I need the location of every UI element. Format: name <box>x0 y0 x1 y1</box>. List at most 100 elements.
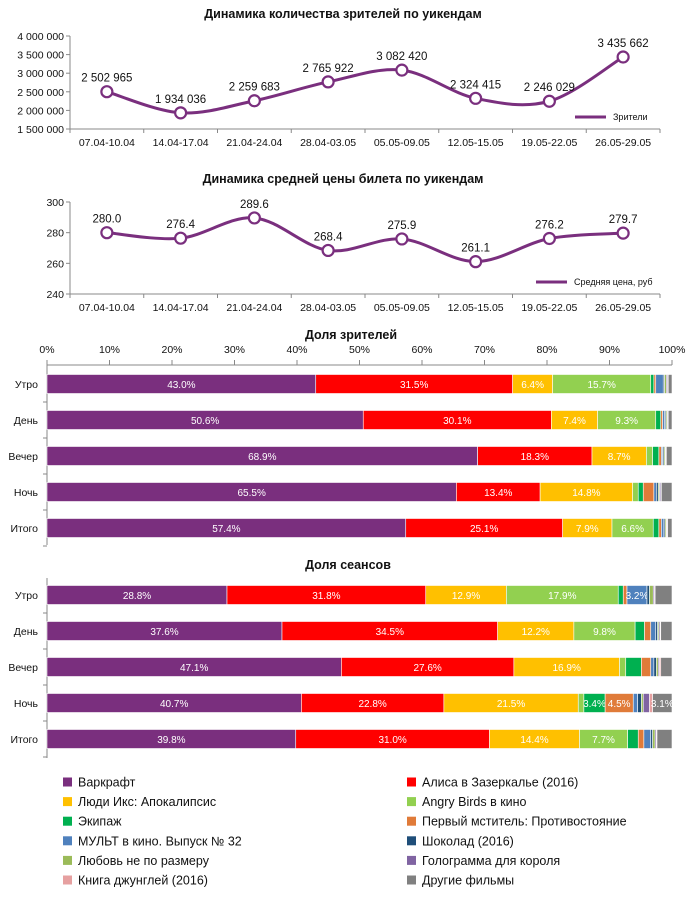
c3-segment-label: 15.7% <box>588 380 616 391</box>
c4-bar-segment <box>650 621 657 641</box>
c2-series-line <box>106 216 624 264</box>
legend-swatch <box>407 797 416 807</box>
c3-segment-label: 8.7% <box>608 452 631 463</box>
c1-data-label: 2 502 965 <box>81 73 132 85</box>
c1-x-tick-label: 21.04-24.04 <box>226 137 282 149</box>
c3-bar-segment <box>642 482 655 502</box>
c3-bar-segment <box>650 374 655 394</box>
c4-segment-label: 4.5% <box>608 699 631 710</box>
c3-x-tick-label: 60% <box>411 344 432 356</box>
legend-label: Шоколад (2016) <box>422 834 514 848</box>
c2-point <box>100 226 114 240</box>
c1-point <box>542 94 556 108</box>
c4-bar-segment <box>660 657 673 677</box>
legend-swatch <box>407 836 416 846</box>
c4-bar-segment <box>637 693 642 713</box>
c3-bar-segment <box>632 482 639 502</box>
c2-x-tick-label: 07.04-10.04 <box>79 302 135 314</box>
legend-label: Первый мститель: Противостояние <box>422 815 627 829</box>
c1-x-tick-label: 14.04-17.04 <box>153 137 209 149</box>
c1-y-tick-label: 4 000 000 <box>17 31 64 43</box>
c3-segment-label: 25.1% <box>470 524 498 535</box>
c3-segment-label: 6.6% <box>621 524 644 535</box>
c1-y-tick-label: 2 500 000 <box>17 87 64 99</box>
c1-point <box>174 106 188 120</box>
legend-label: Варкрафт <box>78 776 136 790</box>
c4-bar-segment <box>625 657 642 677</box>
price-legend-label: Средняя цена, руб <box>574 277 652 287</box>
c3-x-tick-label: 0% <box>39 344 54 356</box>
c4-row-label: Ночь <box>14 698 39 710</box>
c1-y-tick-label: 2 000 000 <box>17 105 64 117</box>
c1-x-tick-label: 19.05-22.05 <box>521 137 577 149</box>
c3-segment-label: 57.4% <box>212 524 240 535</box>
c4-row-label: Вечер <box>8 662 38 674</box>
c4-segment-label: 17.9% <box>548 591 576 602</box>
c4-segment-label: 21.5% <box>497 699 525 710</box>
c4-segment-label: 3.1% <box>651 699 674 710</box>
c3-x-tick-label: 90% <box>599 344 620 356</box>
c3-bar-segment <box>661 482 673 502</box>
c2-x-tick-label: 21.04-24.04 <box>226 302 282 314</box>
viewers-chart-title: Динамика количества зрителей по уикендам <box>204 7 481 21</box>
viewers-share-chart: Доля зрителей 0% 10% 20% 30% 40% 50% 60% 70% 80%… <box>8 328 685 547</box>
c3-segment-label: 31.5% <box>400 380 428 391</box>
c3-bar-segment <box>667 518 673 538</box>
c1-data-label: 2 259 683 <box>229 82 280 94</box>
c4-bar-segment <box>649 585 654 605</box>
c3-bar-segment <box>646 446 653 466</box>
c2-x-tick-label: 14.04-17.04 <box>153 302 209 314</box>
c4-segment-label: 12.2% <box>522 627 550 638</box>
c3-x-tick-label: 80% <box>536 344 557 356</box>
c2-x-tick-label: 05.05-09.05 <box>374 302 430 314</box>
c4-bar-segment <box>619 657 627 677</box>
c3-bar-segment <box>653 482 657 502</box>
viewers-legend-label: Зрители <box>613 112 647 122</box>
c1-data-label: 1 934 036 <box>155 94 206 106</box>
c4-segment-label: 27.6% <box>413 663 441 674</box>
sessions-share-chart: Доля сеансов 28.8% 31.8% 12.9% 17.9% 3.2% 37.… <box>8 558 674 758</box>
c1-point <box>616 50 630 64</box>
sessions-share-title: Доля сеансов <box>305 558 391 572</box>
c3-bar-segment <box>655 410 662 430</box>
c3-segment-label: 50.6% <box>191 416 219 427</box>
c2-data-label: 261.1 <box>461 243 490 255</box>
c3-segment-label: 7.4% <box>563 416 586 427</box>
c2-point <box>616 226 630 240</box>
c4-bar-segment <box>654 585 673 605</box>
c4-segment-label: 9.8% <box>593 627 616 638</box>
c3-x-tick-label: 70% <box>474 344 495 356</box>
c4-segment-label: 12.9% <box>452 591 480 602</box>
c1-data-label: 3 435 662 <box>598 38 649 50</box>
viewers-share-title: Доля зрителей <box>305 328 397 342</box>
c2-y-tick-label: 260 <box>46 258 64 270</box>
c3-bar-segment <box>637 482 644 502</box>
c2-data-label: 279.7 <box>609 214 638 226</box>
c4-bar-segment <box>652 693 673 713</box>
legend-swatch <box>407 855 416 865</box>
c2-data-label: 276.4 <box>166 219 195 231</box>
c3-x-tick-label: 40% <box>286 344 307 356</box>
legend-swatch <box>63 797 72 807</box>
c1-data-label: 2 246 029 <box>524 82 575 94</box>
c2-point <box>321 243 335 258</box>
c2-point <box>174 231 188 245</box>
c2-x-tick-label: 19.05-22.05 <box>521 302 577 314</box>
c4-bar-segment <box>637 729 645 749</box>
c4-bar-segment <box>650 657 655 677</box>
films-legend: Варкрафт Алиса в Зазеркалье (2016) Люди Ик… <box>63 776 627 888</box>
legend-label: МУЛЬТ в кино. Выпуск № 32 <box>78 834 242 848</box>
legend-swatch <box>63 816 72 826</box>
c4-bar-segment <box>660 621 673 641</box>
c2-y-tick-label: 300 <box>46 197 64 209</box>
c2-point <box>542 231 556 246</box>
c3-row-label: День <box>14 415 39 427</box>
c3-x-tick-label: 50% <box>349 344 370 356</box>
c4-segment-label: 31.8% <box>312 591 340 602</box>
c1-point <box>395 63 409 77</box>
c4-bar-segment <box>656 729 673 749</box>
c3-segment-label: 7.9% <box>576 524 599 535</box>
c4-segment-label: 3.2% <box>626 591 649 602</box>
legend-label: Другие фильмы <box>422 874 514 888</box>
c4-row-label: Утро <box>15 590 38 602</box>
